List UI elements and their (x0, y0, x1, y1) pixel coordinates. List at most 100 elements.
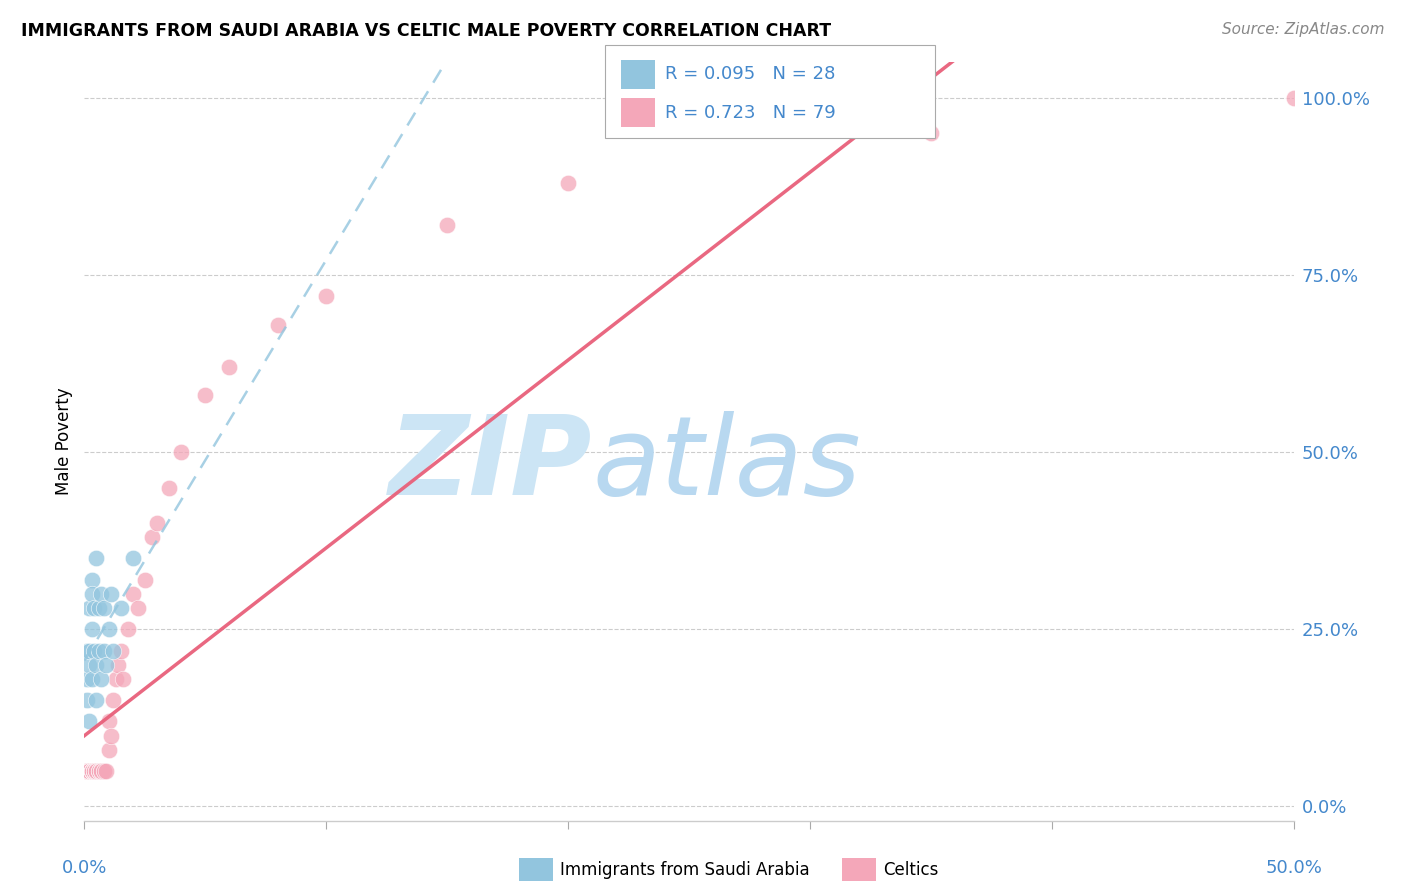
Text: ZIP: ZIP (388, 411, 592, 517)
Point (107, 657, 129, 672)
Point (83, 643, 105, 657)
Point (315, 289, 337, 303)
Point (77, 764, 100, 778)
Point (110, 601, 132, 615)
Point (83, 764, 105, 778)
Point (77, 764, 100, 778)
Point (117, 623, 139, 637)
Point (87, 643, 110, 657)
Point (80, 764, 103, 778)
Point (170, 445, 193, 459)
Point (267, 318, 290, 332)
Point (80, 764, 103, 778)
Point (87, 764, 110, 778)
Point (76, 764, 98, 778)
Point (77, 764, 100, 778)
Text: R = 0.095   N = 28: R = 0.095 N = 28 (665, 65, 835, 84)
Point (76, 764, 98, 778)
Point (76, 764, 98, 778)
Point (83, 601, 105, 615)
Point (76, 764, 98, 778)
Point (83, 764, 105, 778)
Point (93, 643, 115, 657)
Point (76, 672, 98, 686)
Point (76, 764, 98, 778)
Point (103, 643, 125, 657)
Point (87, 764, 110, 778)
Point (127, 601, 149, 615)
Point (80, 764, 103, 778)
Point (80, 764, 103, 778)
Point (86, 693, 108, 707)
Point (86, 764, 108, 778)
Point (77, 764, 100, 778)
Point (90, 672, 112, 686)
Point (76, 764, 98, 778)
Point (80, 587, 103, 601)
Point (80, 672, 103, 686)
Point (77, 643, 100, 657)
Y-axis label: Male Poverty: Male Poverty (55, 388, 73, 495)
Point (83, 764, 105, 778)
Point (76, 764, 98, 778)
Point (157, 481, 180, 495)
Point (104, 672, 127, 686)
Text: Celtics: Celtics (883, 861, 938, 879)
Text: atlas: atlas (592, 411, 860, 517)
Point (94, 764, 117, 778)
Point (76, 764, 98, 778)
Point (80, 764, 103, 778)
Text: IMMIGRANTS FROM SAUDI ARABIA VS CELTIC MALE POVERTY CORRELATION CHART: IMMIGRANTS FROM SAUDI ARABIA VS CELTIC M… (21, 22, 831, 40)
Point (76, 764, 98, 778)
Point (76, 764, 98, 778)
Text: Immigrants from Saudi Arabia: Immigrants from Saudi Arabia (560, 861, 810, 879)
Point (77, 714, 100, 729)
Point (93, 764, 115, 778)
Point (76, 764, 98, 778)
Point (90, 764, 112, 778)
Point (76, 764, 98, 778)
Point (121, 551, 143, 566)
Point (76, 764, 98, 778)
Point (436, 219, 458, 233)
Point (80, 764, 103, 778)
Point (93, 764, 115, 778)
Point (90, 764, 112, 778)
Point (80, 764, 103, 778)
Point (112, 672, 135, 686)
Point (920, 126, 942, 140)
Point (97, 714, 120, 729)
Point (97, 743, 120, 757)
Point (77, 764, 100, 778)
Point (83, 764, 105, 778)
Point (76, 764, 98, 778)
Point (87, 764, 110, 778)
Point (80, 623, 103, 637)
Point (80, 764, 103, 778)
Point (93, 601, 115, 615)
Point (100, 587, 122, 601)
Text: 50.0%: 50.0% (1265, 858, 1322, 877)
Point (77, 764, 100, 778)
Point (80, 573, 103, 587)
Point (218, 360, 240, 375)
Point (77, 657, 100, 672)
Point (103, 693, 125, 707)
Point (86, 657, 108, 672)
Point (76, 643, 98, 657)
Point (76, 764, 98, 778)
Point (141, 530, 163, 544)
Point (121, 587, 143, 601)
Text: Source: ZipAtlas.com: Source: ZipAtlas.com (1222, 22, 1385, 37)
Point (557, 176, 579, 190)
Point (110, 643, 132, 657)
Point (100, 729, 122, 743)
Point (146, 516, 169, 530)
Point (76, 764, 98, 778)
Point (94, 657, 117, 672)
Point (86, 764, 108, 778)
Point (76, 764, 98, 778)
Point (76, 764, 98, 778)
Point (1282, 91, 1305, 105)
Point (76, 764, 98, 778)
